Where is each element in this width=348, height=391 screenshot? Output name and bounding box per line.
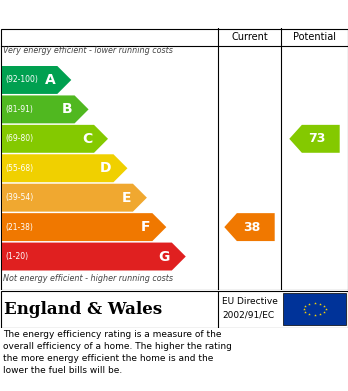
Text: Energy Efficiency Rating: Energy Efficiency Rating: [5, 7, 215, 22]
Text: F: F: [141, 220, 150, 234]
Text: Not energy efficient - higher running costs: Not energy efficient - higher running co…: [3, 274, 173, 283]
Text: D: D: [100, 161, 111, 175]
Text: England & Wales: England & Wales: [4, 301, 162, 317]
Text: 2002/91/EC: 2002/91/EC: [222, 310, 274, 319]
Polygon shape: [2, 154, 127, 182]
Text: G: G: [158, 249, 170, 264]
Polygon shape: [2, 184, 147, 212]
Text: The energy efficiency rating is a measure of the
overall efficiency of a home. T: The energy efficiency rating is a measur…: [3, 330, 232, 375]
Polygon shape: [2, 213, 166, 241]
Text: (39-54): (39-54): [5, 193, 33, 202]
Text: Very energy efficient - lower running costs: Very energy efficient - lower running co…: [3, 46, 173, 55]
Text: (1-20): (1-20): [5, 252, 28, 261]
Text: B: B: [62, 102, 73, 117]
Text: (69-80): (69-80): [5, 135, 33, 143]
Text: EU Directive: EU Directive: [222, 298, 278, 307]
Text: 38: 38: [243, 221, 261, 233]
Text: Current: Current: [231, 32, 268, 42]
Text: Potential: Potential: [293, 32, 336, 42]
Polygon shape: [224, 213, 275, 241]
Text: (81-91): (81-91): [5, 105, 33, 114]
Text: E: E: [121, 191, 131, 204]
Polygon shape: [2, 66, 71, 94]
Text: (21-38): (21-38): [5, 222, 33, 231]
Bar: [283, 293, 346, 325]
Text: A: A: [45, 73, 55, 87]
Text: C: C: [82, 132, 92, 146]
Text: (55-68): (55-68): [5, 164, 33, 173]
Polygon shape: [2, 95, 88, 123]
Text: 73: 73: [308, 132, 326, 145]
Polygon shape: [289, 125, 340, 153]
Polygon shape: [2, 242, 186, 271]
Polygon shape: [2, 125, 108, 153]
Text: (92-100): (92-100): [5, 75, 38, 84]
